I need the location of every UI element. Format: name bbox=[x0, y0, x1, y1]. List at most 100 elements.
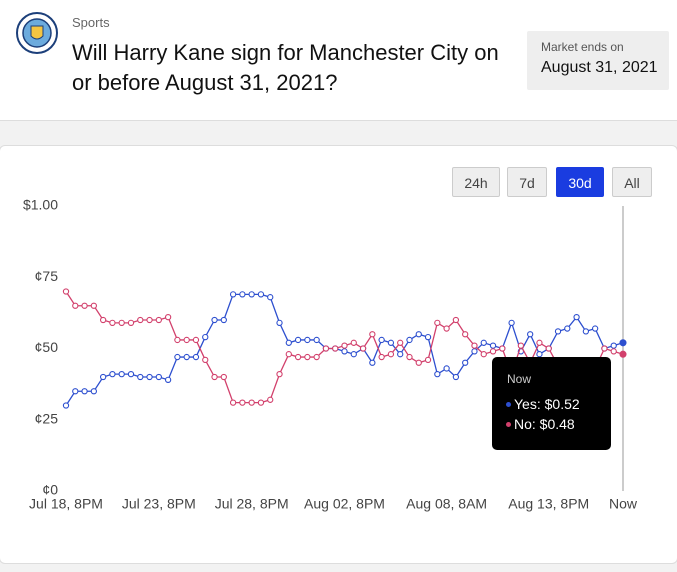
data-point bbox=[480, 351, 487, 358]
data-point bbox=[452, 316, 460, 324]
data-point bbox=[127, 319, 135, 326]
data-point bbox=[81, 388, 88, 395]
data-point bbox=[174, 336, 181, 344]
data-point bbox=[304, 353, 311, 361]
data-point bbox=[183, 353, 190, 361]
data-point bbox=[471, 348, 478, 355]
header: Sports Will Harry Kane sign for Manchest… bbox=[0, 0, 677, 121]
data-point bbox=[517, 342, 525, 349]
data-point bbox=[192, 336, 200, 344]
data-point bbox=[211, 316, 218, 324]
data-point bbox=[527, 331, 534, 338]
tooltip-item: Yes: $0.52 bbox=[506, 396, 580, 412]
y-tick-label: ¢50 bbox=[35, 339, 59, 355]
data-point bbox=[183, 336, 190, 344]
data-point bbox=[90, 388, 97, 395]
x-tick-label: Jul 18, 8PM bbox=[29, 496, 103, 512]
data-point bbox=[174, 353, 181, 361]
data-point bbox=[424, 356, 432, 364]
data-point bbox=[211, 373, 218, 381]
data-point bbox=[164, 376, 172, 383]
data-point bbox=[443, 325, 450, 332]
data-point bbox=[424, 333, 432, 341]
data-point bbox=[322, 345, 330, 352]
data-point bbox=[99, 373, 107, 381]
data-point bbox=[229, 291, 237, 298]
data-point bbox=[155, 316, 162, 324]
data-point bbox=[378, 353, 385, 361]
data-point bbox=[276, 370, 283, 378]
data-point bbox=[592, 325, 599, 332]
data-point bbox=[610, 342, 617, 349]
data-point bbox=[341, 342, 348, 349]
data-point bbox=[508, 319, 515, 326]
data-point bbox=[109, 319, 116, 326]
tooltip-dot bbox=[506, 402, 511, 407]
x-tick-label: Jul 23, 8PM bbox=[122, 496, 196, 512]
data-point bbox=[248, 291, 255, 298]
data-point bbox=[304, 336, 311, 344]
data-point bbox=[369, 331, 376, 338]
data-point bbox=[62, 288, 70, 295]
data-point bbox=[359, 345, 367, 352]
data-point bbox=[248, 399, 255, 406]
data-point bbox=[462, 359, 469, 366]
data-point bbox=[202, 333, 209, 341]
tooltip-item: No: $0.48 bbox=[506, 416, 575, 432]
market-end-label: Market ends on bbox=[541, 40, 624, 54]
data-point bbox=[341, 348, 348, 355]
data-point bbox=[601, 345, 608, 352]
tooltip: Now Yes: $0.52 No: $0.48 bbox=[492, 357, 611, 450]
range-button[interactable]: All bbox=[612, 167, 652, 197]
data-point bbox=[350, 351, 357, 358]
y-tick-label: ¢0 bbox=[42, 482, 58, 498]
data-point bbox=[62, 402, 70, 409]
range-button[interactable]: 7d bbox=[507, 167, 547, 197]
data-point bbox=[406, 353, 413, 361]
data-point bbox=[499, 345, 506, 352]
data-point bbox=[434, 319, 441, 326]
data-point bbox=[471, 342, 478, 349]
data-point bbox=[545, 345, 552, 352]
data-point bbox=[239, 399, 246, 406]
market-title: Will Harry Kane sign for Manchester City… bbox=[72, 40, 499, 95]
chart-card bbox=[0, 145, 677, 564]
y-tick-label: ¢75 bbox=[35, 268, 59, 284]
data-point bbox=[109, 370, 116, 378]
data-point bbox=[536, 339, 543, 346]
data-point bbox=[294, 353, 302, 361]
data-point bbox=[81, 302, 88, 309]
data-point bbox=[267, 396, 274, 403]
data-point bbox=[239, 291, 246, 298]
data-point bbox=[257, 399, 265, 406]
data-point bbox=[564, 325, 571, 332]
data-point bbox=[313, 336, 320, 344]
x-tick-label: Aug 13, 8PM bbox=[508, 496, 589, 512]
team-crest bbox=[16, 12, 58, 54]
y-tick-label: ¢25 bbox=[35, 410, 59, 426]
data-point bbox=[462, 331, 469, 338]
now-point bbox=[619, 339, 627, 347]
data-point bbox=[434, 370, 441, 378]
data-point bbox=[137, 316, 144, 324]
data-point bbox=[146, 373, 153, 381]
data-point bbox=[118, 370, 125, 378]
market-end-date: August 31, 2021 bbox=[541, 59, 658, 76]
range-button[interactable]: 30d bbox=[556, 167, 604, 197]
data-point bbox=[155, 373, 162, 381]
data-point bbox=[285, 339, 292, 346]
market-end-box: Market ends on August 31, 2021 bbox=[527, 31, 669, 90]
data-point bbox=[118, 319, 125, 326]
data-point bbox=[489, 342, 497, 349]
data-point bbox=[582, 328, 590, 335]
data-point bbox=[229, 399, 237, 406]
x-tick-label: Jul 28, 8PM bbox=[215, 496, 289, 512]
data-point bbox=[452, 373, 460, 381]
data-point bbox=[267, 294, 274, 301]
data-point bbox=[137, 373, 144, 381]
range-button[interactable]: 24h bbox=[452, 167, 500, 197]
category: Sports bbox=[72, 15, 110, 30]
data-point bbox=[397, 339, 404, 346]
data-point bbox=[146, 316, 153, 324]
